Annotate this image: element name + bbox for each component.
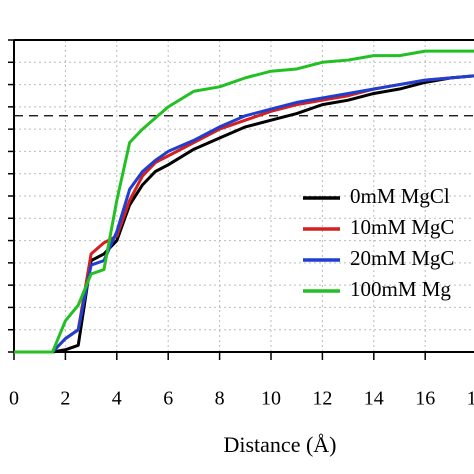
x-tick-label: 4 xyxy=(112,388,122,410)
x-axis-label: Distance (Å) xyxy=(223,432,336,457)
x-tick-label: 16 xyxy=(415,388,435,410)
x-tick-label: 10 xyxy=(261,388,281,410)
x-tick-label: 12 xyxy=(312,388,332,410)
x-tick-label: 2 xyxy=(60,388,70,410)
legend-label: 0mM MgCl xyxy=(350,184,450,208)
legend-label: 100mM Mg xyxy=(350,277,451,301)
x-tick-label: 0 xyxy=(9,388,19,410)
x-tick-label: 18 xyxy=(467,388,474,410)
legend-label: 20mM MgC xyxy=(350,246,454,270)
legend-label: 10mM MgC xyxy=(350,215,454,239)
x-tick-label: 6 xyxy=(163,388,173,410)
series-line xyxy=(14,74,474,354)
series-line xyxy=(14,49,474,354)
x-tick-label: 8 xyxy=(215,388,225,410)
x-tick-label: 14 xyxy=(364,388,384,410)
series-line xyxy=(14,74,474,354)
